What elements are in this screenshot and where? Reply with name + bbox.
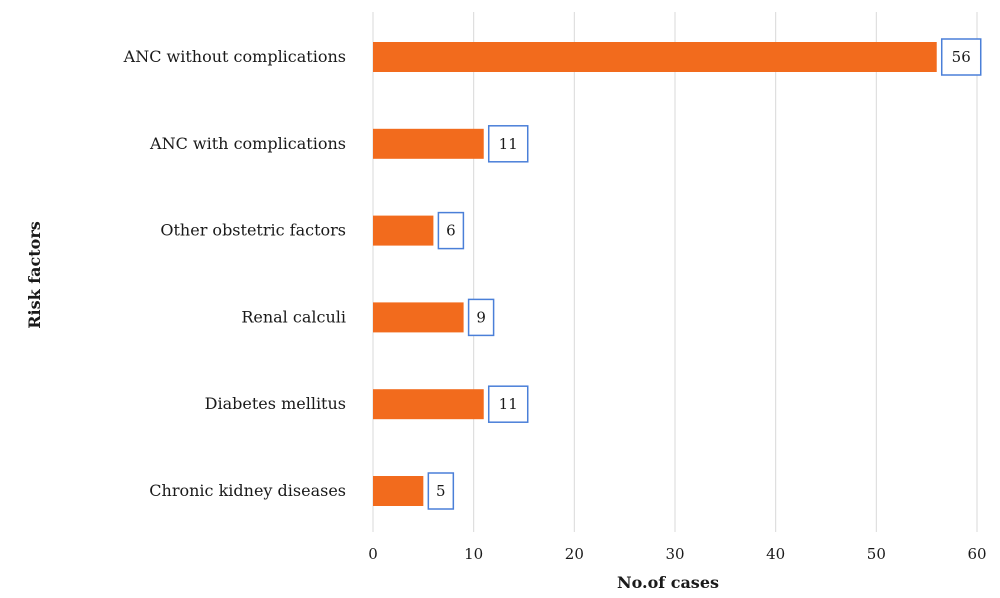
data-label: 11	[499, 135, 518, 153]
bars	[373, 42, 937, 506]
x-tick-label: 0	[368, 545, 378, 563]
x-tick-label: 50	[867, 545, 886, 563]
data-label: 9	[476, 308, 486, 326]
category-label: Chronic kidney diseases	[149, 481, 346, 500]
data-label-box	[437, 211, 465, 250]
bar	[373, 215, 434, 246]
x-tick-labels: 0 10 20 30 40 50 60	[368, 545, 986, 563]
x-tick-label: 10	[464, 545, 483, 563]
bar	[373, 42, 937, 72]
data-label-box	[427, 472, 455, 510]
x-tick-label: 60	[967, 545, 986, 563]
bar	[373, 389, 484, 420]
data-label-box	[487, 125, 529, 163]
category-label: Renal calculi	[241, 307, 346, 326]
data-label: 56	[952, 48, 971, 66]
data-label: 5	[436, 482, 446, 500]
category-label: Other obstetric factors	[160, 221, 346, 240]
x-tick-label: 40	[766, 545, 785, 563]
data-label-box	[487, 385, 529, 423]
category-label: ANC without complications	[123, 47, 346, 66]
y-axis-title: Risk factors	[25, 221, 44, 329]
category-labels: ANC without complications ANC with compli…	[123, 47, 346, 500]
data-label: 11	[499, 395, 518, 413]
data-label: 6	[446, 222, 456, 240]
x-tick-label: 30	[665, 545, 684, 563]
data-label-box	[467, 298, 495, 337]
category-label: ANC with complications	[149, 134, 346, 153]
bar	[373, 476, 424, 506]
x-axis-title: No.of cases	[617, 573, 719, 592]
category-label: Diabetes mellitus	[205, 394, 346, 413]
x-tick-label: 20	[565, 545, 584, 563]
data-label-box	[940, 38, 982, 76]
data-labels: 56 11 6 9 11 5	[427, 38, 982, 510]
bar	[373, 128, 484, 159]
bar	[373, 302, 464, 333]
gridlines	[372, 12, 978, 532]
